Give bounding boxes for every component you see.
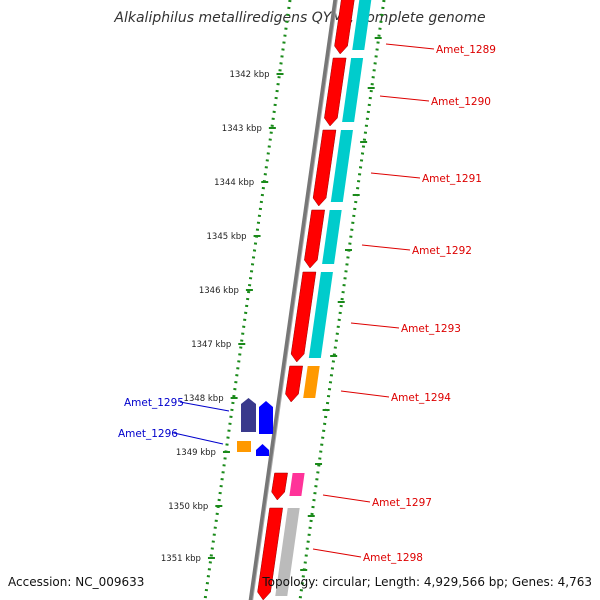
forward-gene-arrow bbox=[285, 365, 303, 403]
gene-leader-line bbox=[385, 43, 435, 50]
cog-category-band bbox=[275, 508, 300, 596]
gene-leader-line bbox=[179, 401, 230, 412]
gene-leader-line bbox=[370, 172, 421, 179]
cog-category-band bbox=[330, 130, 353, 202]
forward-gene-arrow bbox=[257, 507, 283, 600]
ruler-tick-label: 1349 kbp bbox=[176, 448, 216, 458]
cog-category-band bbox=[308, 272, 333, 358]
accession-text: Accession: NC_009633 bbox=[8, 575, 145, 589]
reverse-gene-arrow bbox=[259, 401, 273, 434]
gene-leader-line bbox=[361, 244, 411, 251]
ruler-tick-label: 1348 kbp bbox=[184, 394, 224, 404]
gene-leader-line bbox=[312, 548, 362, 558]
feature-layer bbox=[237, 0, 372, 600]
ruler-tick-label: 1347 kbp bbox=[191, 340, 231, 350]
gene-label: Amet_1293 bbox=[401, 323, 461, 335]
backbone-layer bbox=[248, 0, 338, 600]
cog-category-band bbox=[352, 0, 372, 50]
ruler-layer: 1342 kbp 1343 kbp 1344 kbp 1345 kbp 1346 kbp… bbox=[161, 0, 386, 600]
backbone-highlight bbox=[252, 0, 338, 600]
ruler-tick-label: 1350 kbp bbox=[168, 502, 208, 512]
forward-gene-arrow bbox=[290, 271, 317, 363]
forward-gene-arrow bbox=[334, 0, 355, 55]
right-ruler-line bbox=[298, 0, 386, 600]
ruler-tick-label: 1343 kbp bbox=[222, 124, 262, 134]
ruler-tick-label: 1345 kbp bbox=[207, 232, 247, 242]
label-layer: Amet_1289 Amet_1290 Amet_1291 Amet_1292 Amet… bbox=[118, 43, 496, 564]
genome-summary-text: Topology: circular; Length: 4,929,566 bp… bbox=[262, 575, 592, 589]
ruler-tick-label: 1342 kbp bbox=[229, 70, 269, 80]
forward-gene-arrow bbox=[304, 209, 325, 269]
gene-leader-line bbox=[340, 390, 390, 398]
forward-gene-arrow bbox=[324, 57, 347, 127]
reverse-cog-band bbox=[237, 441, 251, 452]
gene-label: Amet_1290 bbox=[431, 96, 491, 108]
gene-label: Amet_1294 bbox=[391, 392, 451, 404]
gene-label: Amet_1291 bbox=[422, 173, 482, 185]
reverse-cog-band bbox=[241, 398, 256, 432]
gene-label: Amet_1292 bbox=[412, 245, 472, 257]
cog-category-band bbox=[303, 366, 320, 398]
backbone-line bbox=[248, 0, 338, 600]
forward-gene-arrow bbox=[312, 129, 337, 207]
forward-gene-arrow bbox=[271, 472, 288, 501]
reverse-gene-arrow bbox=[256, 444, 269, 456]
gene-label: Amet_1295 bbox=[124, 397, 184, 409]
left-ruler-line bbox=[203, 0, 292, 600]
gene-leader-line bbox=[379, 95, 430, 102]
gene-leader-line bbox=[173, 432, 224, 445]
gene-label: Amet_1289 bbox=[436, 44, 496, 56]
gene-leader-line bbox=[322, 494, 371, 503]
gene-leader-line bbox=[350, 322, 400, 329]
cog-category-band bbox=[342, 58, 364, 122]
gene-label: Amet_1298 bbox=[363, 552, 423, 564]
ruler-tick-label: 1346 kbp bbox=[199, 286, 239, 296]
ruler-tick-label: 1351 kbp bbox=[161, 554, 201, 564]
ruler-tick-label: 1344 kbp bbox=[214, 178, 254, 188]
gene-label: Amet_1297 bbox=[372, 497, 432, 509]
map-title: Alkaliphilus metalliredigens QYMF, compl… bbox=[114, 10, 486, 26]
cog-category-band bbox=[322, 210, 342, 264]
cog-category-band bbox=[289, 473, 305, 496]
gene-label: Amet_1296 bbox=[118, 428, 178, 440]
